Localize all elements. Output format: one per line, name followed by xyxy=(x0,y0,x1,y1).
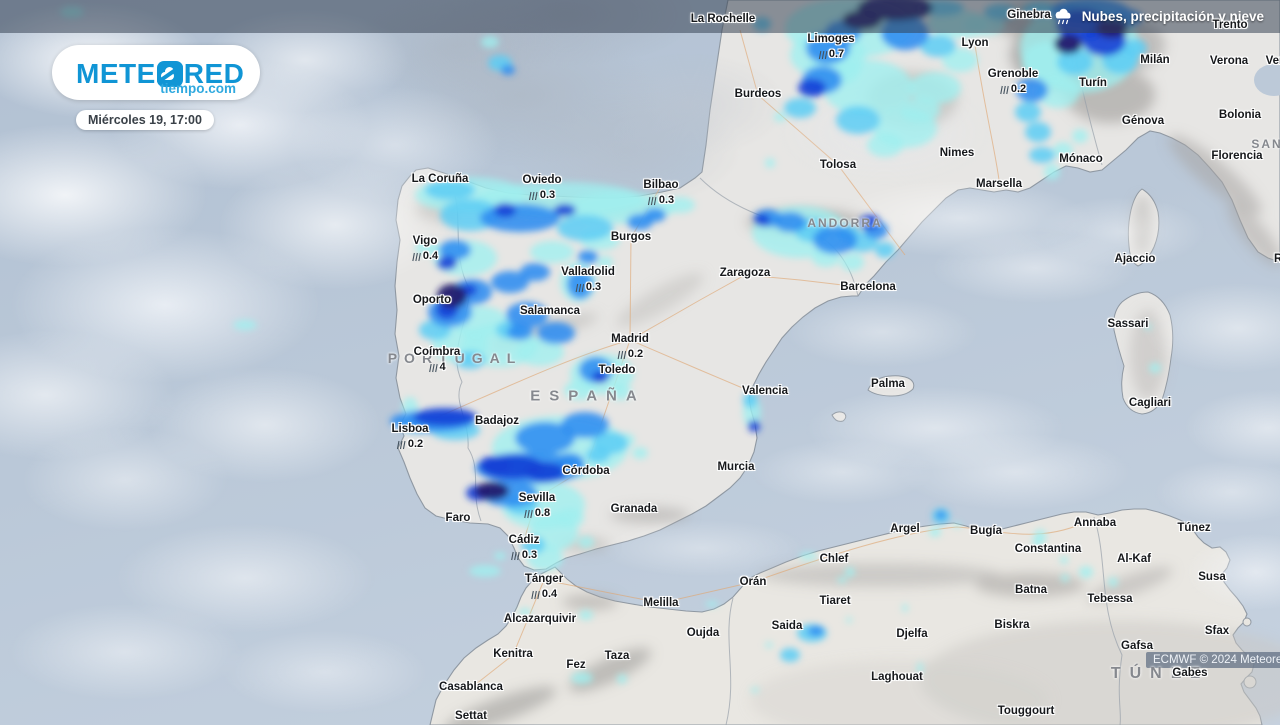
layer-indicator: Nubes, precipitación y nieve xyxy=(1052,5,1264,27)
attribution-watermark: ECMWF © 2024 Meteored xyxy=(1146,652,1280,668)
logo-subtitle: tiempo.com xyxy=(160,81,236,96)
island-kerkennah xyxy=(1242,617,1252,627)
forecast-timestamp: Miércoles 19, 17:00 xyxy=(76,110,214,130)
top-info-bar: Nubes, precipitación y nieve xyxy=(0,0,1280,33)
island-ibiza xyxy=(831,411,847,422)
cloud-rain-icon xyxy=(1055,8,1071,25)
layer-label: Nubes, precipitación y nieve xyxy=(1081,8,1264,24)
logo-text-prefix: METE xyxy=(76,58,156,89)
meteored-logo: METE RED tiempo.com xyxy=(52,45,260,100)
island-mallorca xyxy=(867,375,915,397)
